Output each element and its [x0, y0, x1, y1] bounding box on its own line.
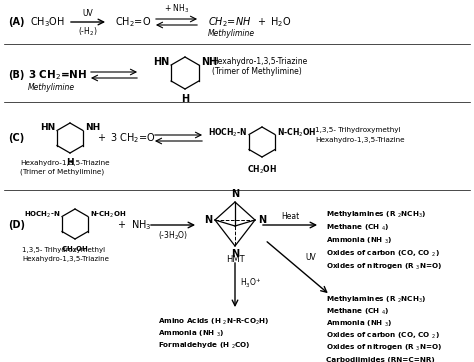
Text: Carbodiimides (RN=C=NR): Carbodiimides (RN=C=NR) [326, 357, 435, 362]
Text: Ammonia (NH $_{3}$): Ammonia (NH $_{3}$) [326, 319, 393, 329]
Text: Methylimine: Methylimine [208, 29, 255, 38]
Text: Ammonia (NH $_{3}$): Ammonia (NH $_{3}$) [326, 236, 393, 246]
Text: Methylamines (R $_{2}$NCH$_{3}$): Methylamines (R $_{2}$NCH$_{3}$) [326, 210, 427, 220]
Text: Ammonia (NH $_{3}$): Ammonia (NH $_{3}$) [158, 329, 225, 339]
Text: CH$_{2}$OH: CH$_{2}$OH [61, 245, 89, 255]
Text: HMT: HMT [226, 256, 244, 265]
Text: HN: HN [40, 123, 55, 132]
Text: NH: NH [201, 57, 217, 67]
Text: CH$_{2}$=O: CH$_{2}$=O [115, 15, 151, 29]
Text: Oxides of carbon (CO, CO $_{2}$): Oxides of carbon (CO, CO $_{2}$) [326, 249, 440, 259]
Text: HN: HN [153, 57, 169, 67]
Text: (D): (D) [8, 220, 25, 230]
Text: H$_{2}$O: H$_{2}$O [270, 15, 291, 29]
Text: +  NH$_{3}$: + NH$_{3}$ [117, 218, 152, 232]
Text: UV: UV [82, 9, 93, 18]
Text: N-CH$_{2}$OH: N-CH$_{2}$OH [277, 126, 317, 139]
Text: CH$_{2}$OH: CH$_{2}$OH [247, 163, 277, 176]
Text: Hexahydro-1,3,5-Triazine: Hexahydro-1,3,5-Triazine [22, 256, 109, 262]
Text: N-CH$_{2}$OH: N-CH$_{2}$OH [90, 209, 126, 220]
Text: Methylamines (R $_{2}$NCH$_{3}$): Methylamines (R $_{2}$NCH$_{3}$) [326, 295, 427, 305]
Text: NH: NH [85, 123, 100, 132]
Text: N: N [231, 189, 239, 199]
Text: (C): (C) [8, 133, 24, 143]
Text: +: + [257, 17, 265, 27]
Text: 1,3,5- Trihydroxymethyl: 1,3,5- Trihydroxymethyl [22, 247, 105, 253]
Text: Methane (CH $_{4}$): Methane (CH $_{4}$) [326, 223, 390, 233]
Text: (-H$_{2}$): (-H$_{2}$) [78, 26, 98, 38]
Text: H: H [181, 94, 189, 104]
Text: (Trimer of Methylimine): (Trimer of Methylimine) [212, 67, 302, 76]
Text: HOCH$_{2}$-N: HOCH$_{2}$-N [208, 126, 247, 139]
Text: Hexahydro-1,3,5-Triazine: Hexahydro-1,3,5-Triazine [212, 58, 307, 67]
Text: Hexahydro-1,3,5-Triazine: Hexahydro-1,3,5-Triazine [20, 160, 109, 166]
Text: +: + [97, 133, 105, 143]
Text: 1,3,5- Trihydroxymethyl: 1,3,5- Trihydroxymethyl [315, 127, 401, 133]
Text: UV: UV [305, 253, 316, 262]
Text: Oxides of nitrogen (R $_{3}$N=O): Oxides of nitrogen (R $_{3}$N=O) [326, 262, 442, 272]
Text: (B): (B) [8, 70, 24, 80]
Text: Hexahydro-1,3,5-Triazine: Hexahydro-1,3,5-Triazine [315, 137, 405, 143]
Text: Oxides of nitrogen (R $_{3}$N=O): Oxides of nitrogen (R $_{3}$N=O) [326, 343, 442, 353]
Text: N: N [204, 215, 212, 225]
Text: 3 CH$_{2}$=O: 3 CH$_{2}$=O [110, 131, 155, 145]
Text: Oxides of carbon (CO, CO $_{2}$): Oxides of carbon (CO, CO $_{2}$) [326, 331, 440, 341]
Text: N: N [231, 249, 239, 259]
Text: CH$_{2}$=NH: CH$_{2}$=NH [208, 15, 251, 29]
Text: + NH$_{3}$: + NH$_{3}$ [164, 3, 189, 15]
Text: Heat: Heat [281, 212, 299, 221]
Text: Methane (CH $_{4}$): Methane (CH $_{4}$) [326, 307, 390, 317]
Text: CH$_{3}$OH: CH$_{3}$OH [30, 15, 65, 29]
Text: N: N [258, 215, 266, 225]
Text: (-3H$_{2}$O): (-3H$_{2}$O) [158, 229, 188, 241]
Text: HOCH$_{2}$-N: HOCH$_{2}$-N [24, 209, 60, 220]
Text: H$_{3}$O$^{+}$: H$_{3}$O$^{+}$ [240, 277, 262, 290]
Text: (A): (A) [8, 17, 25, 27]
Text: (Trimer of Methylimine): (Trimer of Methylimine) [20, 169, 104, 175]
Text: Formaldehyde (H $_{2}$CO): Formaldehyde (H $_{2}$CO) [158, 341, 251, 351]
Text: H: H [66, 158, 74, 167]
Text: 3 CH$_{2}$=NH: 3 CH$_{2}$=NH [28, 68, 87, 82]
Text: Methylimine: Methylimine [28, 83, 75, 92]
Text: Amino Acids (H $_{2}$N-R-CO$_{2}$H): Amino Acids (H $_{2}$N-R-CO$_{2}$H) [158, 317, 270, 327]
